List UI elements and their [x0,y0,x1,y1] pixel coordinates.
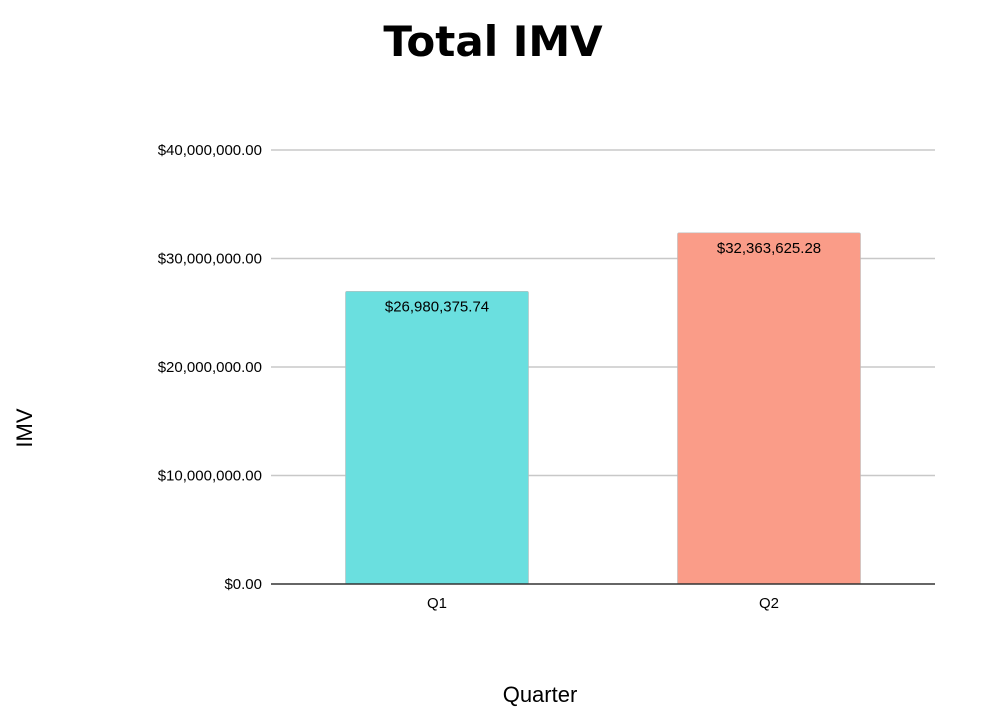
y-tick-label: $20,000,000.00 [158,359,262,376]
data-label: $26,980,375.74 [385,298,489,315]
data-label: $32,363,625.28 [717,240,821,257]
y-axis-title: IMV [12,408,37,448]
x-tick-label: Q1 [427,595,447,612]
y-tick-label: $0.00 [224,576,262,593]
y-tick-label: $40,000,000.00 [158,142,262,159]
bar-q2 [677,232,861,585]
y-tick-label: $10,000,000.00 [158,468,262,485]
chart-title: Total IMV [383,17,603,66]
y-tick-label: $30,000,000.00 [158,251,262,268]
x-tick-label: Q2 [759,595,779,612]
bar-q1 [345,290,529,585]
x-axis-title: Quarter [502,682,578,707]
